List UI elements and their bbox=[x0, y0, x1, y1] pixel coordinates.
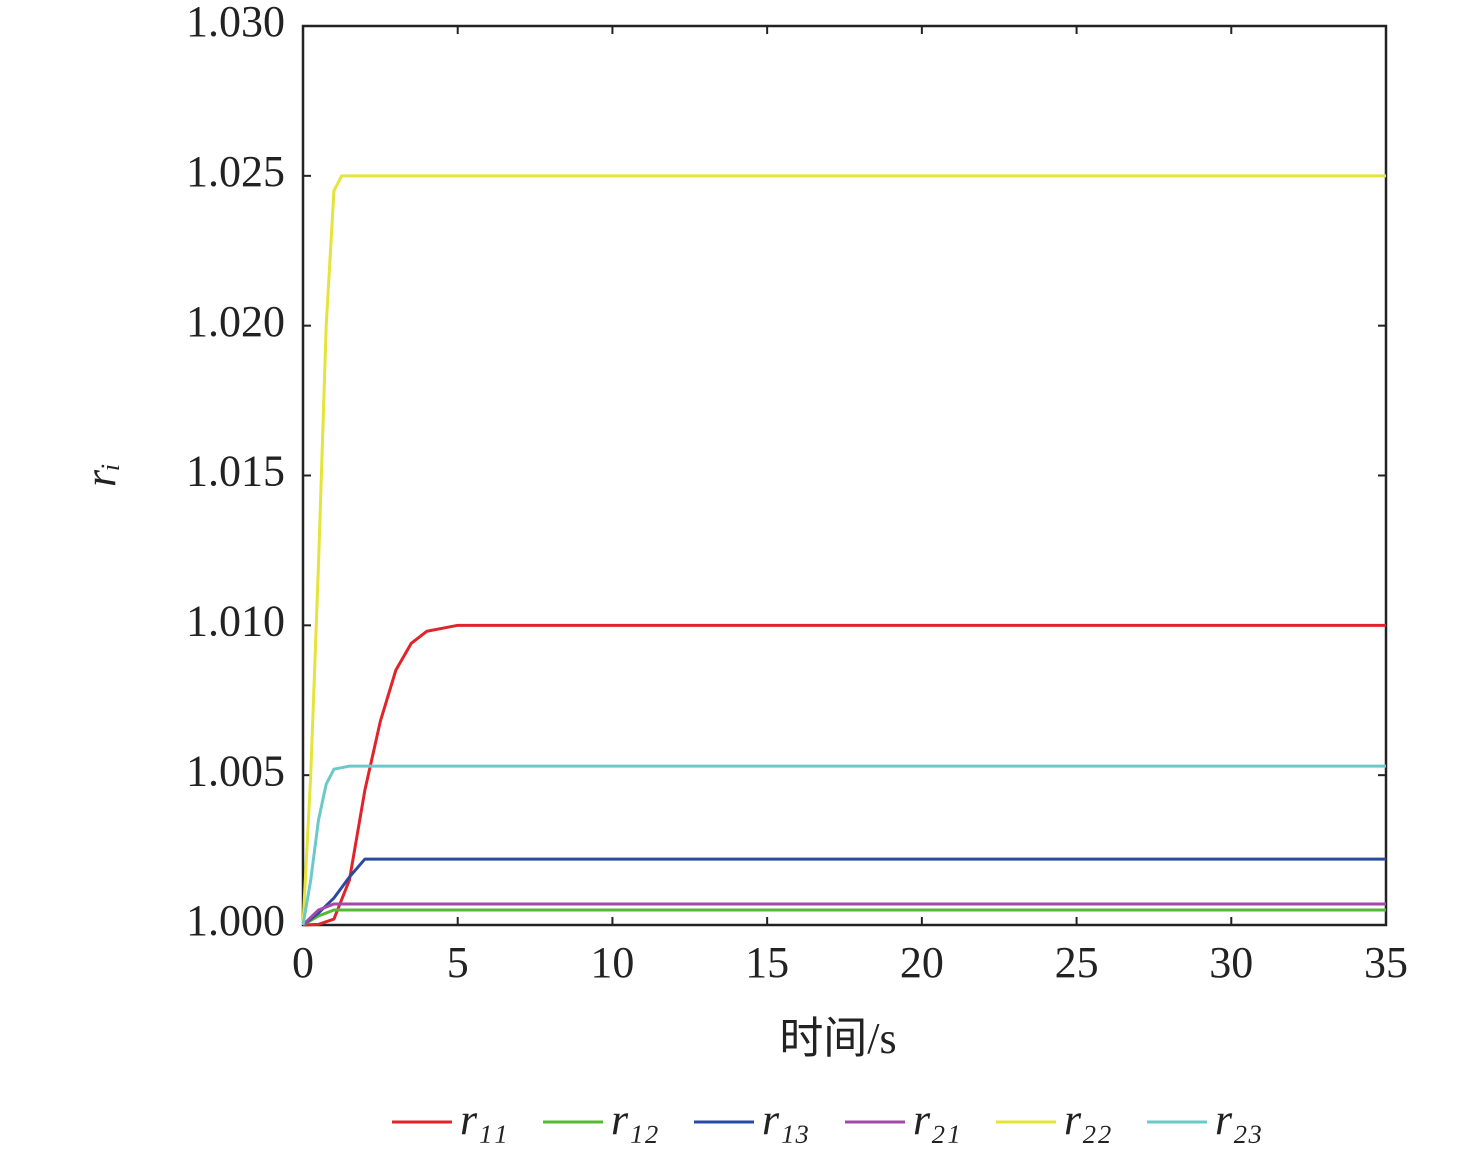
x-tick-label: 5 bbox=[447, 938, 469, 987]
series-line bbox=[302, 908, 1386, 927]
series-line bbox=[301, 174, 1386, 926]
legend-label: r₂₁ bbox=[913, 1095, 961, 1144]
series-line bbox=[302, 623, 1386, 927]
x-tick-label: 35 bbox=[1364, 938, 1408, 987]
y-tick-label: 1.030 bbox=[186, 0, 285, 46]
y-tick-label: 1.025 bbox=[186, 147, 285, 196]
y-tick-label: 1.015 bbox=[186, 447, 285, 496]
x-axis-label: 时间/s bbox=[779, 1014, 896, 1063]
x-tick-label: 15 bbox=[745, 938, 789, 987]
series-line bbox=[301, 902, 1386, 927]
series-line bbox=[302, 857, 1386, 927]
series-line bbox=[301, 764, 1386, 926]
legend-label: r₁₂ bbox=[611, 1095, 659, 1144]
y-axis-label: rᵢ bbox=[76, 463, 125, 487]
legend-label: r₁₃ bbox=[762, 1095, 810, 1144]
legend-label: r₂₂ bbox=[1064, 1095, 1112, 1144]
legend-label: r₁₁ bbox=[460, 1095, 508, 1144]
plot-frame bbox=[301, 24, 1388, 927]
x-tick-label: 10 bbox=[590, 938, 634, 987]
y-tick-label: 1.000 bbox=[186, 896, 285, 945]
x-tick-label: 30 bbox=[1209, 938, 1253, 987]
x-tick-label: 20 bbox=[900, 938, 944, 987]
legend-label: r₂₃ bbox=[1215, 1095, 1263, 1144]
x-tick-label: 25 bbox=[1055, 938, 1099, 987]
y-tick-label: 1.005 bbox=[186, 746, 285, 795]
y-tick-label: 1.010 bbox=[186, 596, 285, 645]
x-tick-label: 0 bbox=[292, 938, 314, 987]
y-tick-label: 1.020 bbox=[186, 297, 285, 346]
